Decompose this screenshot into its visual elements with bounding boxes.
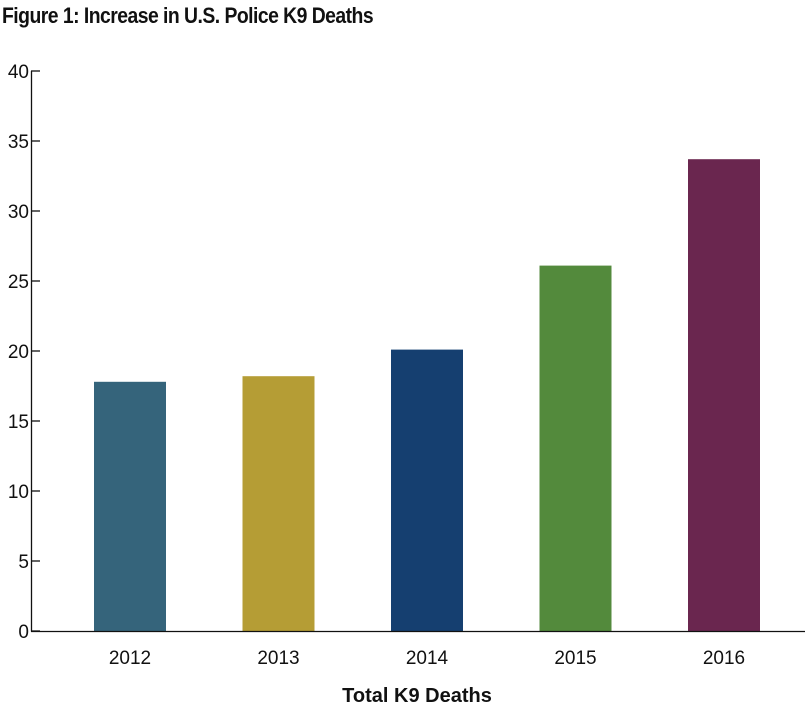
y-tick-label: 10 bbox=[8, 482, 29, 503]
x-tick-label: 2014 bbox=[406, 648, 449, 669]
chart-title: Figure 1: Increase in U.S. Police K9 Dea… bbox=[2, 3, 374, 28]
x-tick-label: 2016 bbox=[703, 648, 745, 669]
x-tick-label: 2013 bbox=[257, 648, 299, 669]
bars-group bbox=[94, 159, 760, 631]
bar-2014 bbox=[391, 349, 463, 631]
x-tick-label: 2012 bbox=[109, 648, 151, 669]
bar-2015 bbox=[539, 265, 612, 631]
bar-2012 bbox=[94, 381, 166, 631]
bar-2016 bbox=[688, 159, 760, 631]
x-axis-title: Total K9 Deaths bbox=[342, 685, 492, 707]
y-tick-label: 35 bbox=[8, 132, 29, 153]
x-tick-label: 2015 bbox=[554, 648, 596, 669]
x-axis: 2012 2013 2014 2015 2016 bbox=[31, 630, 805, 669]
y-tick-label: 30 bbox=[8, 202, 29, 223]
y-tick-label: 0 bbox=[18, 622, 29, 643]
y-tick-label: 5 bbox=[18, 552, 29, 573]
y-tick-label: 20 bbox=[8, 342, 29, 363]
bar-2013 bbox=[242, 376, 315, 631]
y-tick-label: 25 bbox=[8, 272, 29, 293]
y-tick-label: 40 bbox=[8, 62, 29, 83]
y-axis: 0 5 10 15 20 25 30 35 40 bbox=[8, 62, 40, 643]
y-tick-label: 15 bbox=[8, 412, 29, 433]
